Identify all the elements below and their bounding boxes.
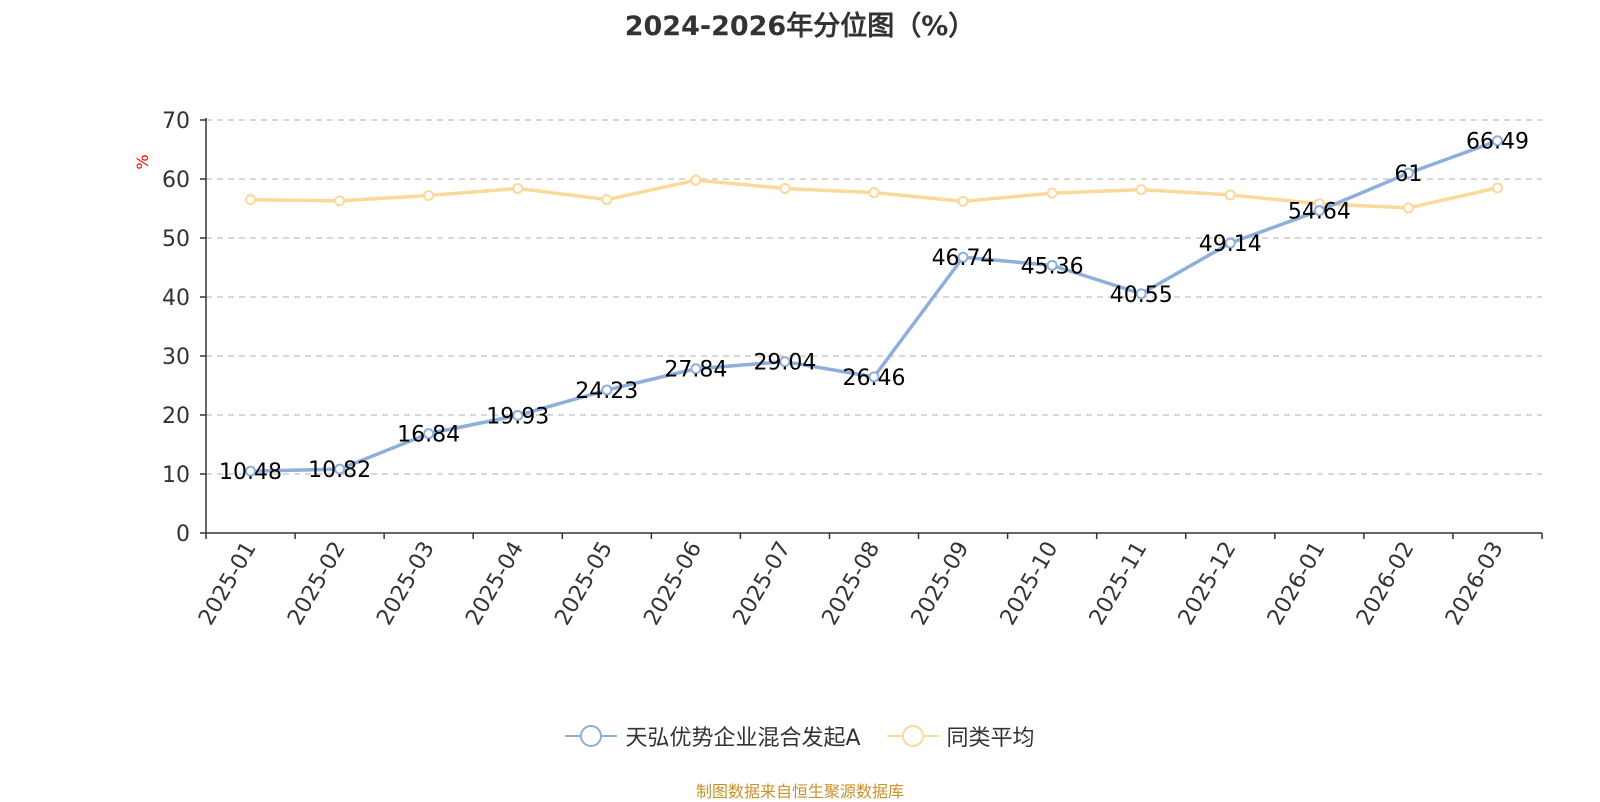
data-point-peer-average [779,182,791,194]
y-tick-label: 60 [162,168,190,193]
x-tick-label: 2025-01 [194,538,262,630]
data-point-fund [512,409,524,421]
legend-label-fund: 天弘优势企业混合发起A [625,726,861,751]
data-label: 24.23 [575,379,638,404]
data-point-fund [1224,237,1236,249]
y-tick-label: 70 [162,109,190,134]
data-point-fund [1046,259,1058,271]
data-point-peer-average [1402,202,1414,214]
x-tick-label: 2025-04 [461,538,529,630]
data-point-fund [957,251,969,263]
y-tick-label: 0 [176,522,190,547]
data-label: 49.14 [1199,232,1262,257]
y-axis-label: % [133,154,152,169]
y-tick-label: 50 [162,227,190,252]
data-label: 10.48 [219,460,282,485]
data-point-fund [868,371,880,383]
data-point-fund [245,465,257,477]
x-tick-label: 2025-07 [729,538,797,630]
y-tick-label: 30 [162,345,190,370]
legend-swatch-fund [565,725,618,747]
x-tick-label: 2025-08 [818,538,886,630]
data-point-peer-average [601,194,613,206]
legend: 天弘优势企业混合发起A 同类平均 [0,720,1600,752]
x-tick-label: 2025-05 [550,538,618,630]
data-label: 61 [1394,162,1422,187]
source-note: 制图数据来自恒生聚源数据库 [695,782,904,801]
data-point-fund [690,363,702,375]
x-tick-label: 2026-03 [1441,538,1509,630]
legend-item-peer-average[interactable]: 同类平均 [886,720,1035,752]
y-tick-label: 10 [162,463,190,488]
x-tick-label: 2026-02 [1352,538,1420,630]
x-tick-label: 2025-03 [372,538,440,630]
data-point-fund [1313,205,1325,217]
x-tick-label: 2026-01 [1263,538,1331,630]
data-point-peer-average [334,195,346,207]
data-label: 19.93 [486,404,549,429]
data-label: 54.64 [1288,200,1351,225]
x-tick-label: 2025-11 [1085,538,1153,630]
data-label: 40.55 [1110,283,1173,308]
data-point-peer-average [423,190,435,202]
data-point-peer-average [957,195,969,207]
data-point-peer-average [512,182,524,194]
chart-title: 2024-2026年分位图（%） [624,11,976,42]
data-point-fund [779,356,791,368]
x-tick-label: 2025-09 [907,538,975,630]
data-point-peer-average [245,194,257,206]
data-point-fund [423,428,435,440]
data-label: 27.84 [664,358,727,383]
data-label: 45.36 [1021,254,1084,279]
data-point-peer-average [1135,184,1147,196]
data-point-peer-average [1491,182,1503,194]
data-point-peer-average [868,187,880,199]
data-point-fund [601,384,613,396]
y-tick-label: 40 [162,286,190,311]
data-point-fund [1491,135,1503,147]
data-label: 16.84 [397,423,460,448]
x-tick-label: 2025-06 [639,538,707,630]
data-point-peer-average [690,174,702,186]
data-point-fund [1402,167,1414,179]
data-label: 66.49 [1466,130,1529,155]
data-label: 26.46 [843,366,906,391]
legend-item-fund[interactable]: 天弘优势企业混合发起A [565,720,861,752]
x-tick-label: 2025-02 [283,538,351,630]
data-label: 29.04 [753,351,816,376]
x-tick-label: 2025-10 [996,538,1064,630]
data-point-fund [334,463,346,475]
data-label: 10.82 [308,458,371,483]
x-tick-label: 2025-12 [1174,538,1242,630]
data-point-peer-average [1046,187,1058,199]
data-label: 46.74 [932,246,995,271]
data-point-peer-average [1224,189,1236,201]
y-tick-label: 20 [162,404,190,429]
legend-swatch-peer-average [886,725,939,747]
data-point-fund [1135,288,1147,300]
legend-label-peer-average: 同类平均 [946,726,1035,751]
